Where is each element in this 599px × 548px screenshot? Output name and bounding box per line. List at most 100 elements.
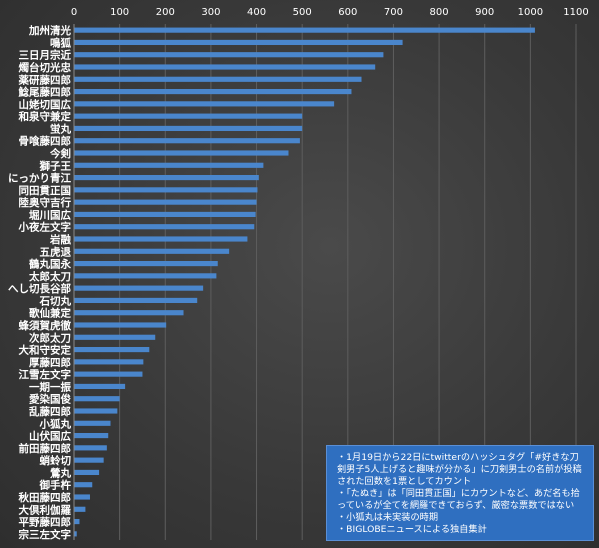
bar <box>74 101 335 107</box>
category-label: 三日月宗近 <box>19 49 72 62</box>
category-label: 大倶利伽羅 <box>19 503 72 516</box>
bar <box>74 211 256 218</box>
bar <box>74 199 257 205</box>
bar <box>74 187 258 193</box>
category-label: 薬研藤四郎 <box>18 73 72 86</box>
bar <box>74 359 144 365</box>
bar <box>74 322 167 328</box>
bar <box>74 518 80 525</box>
x-tick-label: 900 <box>475 7 494 18</box>
bar <box>74 52 384 58</box>
bar <box>74 64 376 70</box>
bar <box>74 260 218 267</box>
category-label: 堀川国広 <box>29 208 71 221</box>
bar <box>74 482 93 488</box>
bar <box>74 39 403 46</box>
category-label: にっかり青江 <box>8 172 71 185</box>
category-label: 厚藤四郎 <box>29 356 71 369</box>
category-label: 江雪左文字 <box>19 368 72 381</box>
bar <box>74 334 156 340</box>
bar <box>74 408 118 414</box>
bar <box>74 236 248 242</box>
bar <box>74 174 259 181</box>
bar <box>74 88 352 95</box>
x-tick-label: 800 <box>430 7 449 18</box>
category-label: 御手杵 <box>39 479 72 492</box>
category-label: 鶴丸国永 <box>29 258 71 271</box>
bar <box>74 469 100 476</box>
category-label: 同田貫正国 <box>19 184 72 197</box>
bar <box>74 27 535 33</box>
category-label: 山姥切国広 <box>19 98 72 111</box>
bar <box>74 297 198 304</box>
bar <box>74 224 255 230</box>
bar <box>74 432 109 439</box>
note-2: ・「たぬき」は「同田貫正国」にカウントなど、あだ名も拾っているが全てを網羅できて… <box>337 487 580 511</box>
category-label: 鶯丸 <box>50 466 71 479</box>
bar <box>74 162 264 168</box>
x-tick-label: 100 <box>110 7 129 18</box>
category-label: 鳴狐 <box>50 36 71 49</box>
category-label: 太郎太刀 <box>28 270 71 283</box>
bar <box>74 285 204 291</box>
category-label: 和泉守兼定 <box>18 110 72 123</box>
bar <box>74 76 362 82</box>
category-label: 今剣 <box>49 147 71 160</box>
bar <box>74 138 300 144</box>
x-tick-label: 500 <box>293 7 312 18</box>
bar <box>74 531 77 537</box>
bar <box>74 457 104 463</box>
category-label: 秋田藤四郎 <box>19 491 72 504</box>
bar <box>74 396 120 402</box>
category-label: 鯰尾藤四郎 <box>18 86 72 99</box>
category-label: 五虎退 <box>40 245 72 258</box>
bar <box>74 125 303 132</box>
category-label: 愛染国俊 <box>29 393 71 406</box>
category-label: 加州清光 <box>28 24 71 37</box>
category-label: 小夜左文字 <box>18 221 72 234</box>
bar <box>74 506 86 512</box>
bar <box>74 383 126 390</box>
category-label: へし切長谷部 <box>8 282 71 295</box>
category-label: 宗三左文字 <box>19 528 72 541</box>
category-label: 蛍丸 <box>50 122 71 135</box>
category-label: 歌仙兼定 <box>29 307 71 320</box>
category-label: 獅子王 <box>39 159 72 172</box>
category-label: 骨喰藤四郎 <box>19 135 72 148</box>
category-label: 前田藤四郎 <box>19 442 72 455</box>
x-tick-label: 1000 <box>518 7 543 18</box>
category-label: 蛸蛉切 <box>40 454 72 467</box>
bar <box>74 113 303 119</box>
bar <box>74 494 90 500</box>
x-tick-label: 300 <box>201 7 220 18</box>
note-3: ・小狐丸は未実装の時期 <box>337 511 439 523</box>
x-tick-label: 1100 <box>563 7 588 18</box>
bar <box>74 346 150 353</box>
category-label: 乱藤四郎 <box>29 405 71 418</box>
notes-box: ・1月19日から22日にtwitterのハッシュタグ「#好きな刀剣男子5人上げる… <box>326 445 594 541</box>
x-tick-label: 600 <box>338 7 357 18</box>
category-label: 大和守安定 <box>19 344 72 357</box>
category-label: 平野藤四郎 <box>19 516 72 529</box>
x-tick-label: 700 <box>384 7 403 18</box>
bar <box>74 273 217 279</box>
category-label: 一期一振 <box>29 380 71 393</box>
bar <box>74 371 143 377</box>
bar <box>74 248 230 254</box>
bar <box>74 310 184 316</box>
category-label: 次郎太刀 <box>29 331 71 344</box>
category-label: 陸奥守吉行 <box>19 196 72 209</box>
category-label: 岩融 <box>49 233 71 246</box>
note-4: ・BIGLOBEニュースによる独自集計 <box>337 523 487 535</box>
category-label: 石切丸 <box>39 294 72 307</box>
category-label: 蜂須賀虎徹 <box>19 319 72 332</box>
category-label: 小狐丸 <box>39 417 72 430</box>
bar <box>74 150 289 156</box>
category-label: 山伏国広 <box>29 430 71 443</box>
x-tick-label: 200 <box>156 7 175 18</box>
x-tick-label: 0 <box>71 7 77 18</box>
bar <box>74 445 107 451</box>
note-1: ・1月19日から22日にtwitterのハッシュタグ「#好きな刀剣男子5人上げる… <box>337 452 582 487</box>
